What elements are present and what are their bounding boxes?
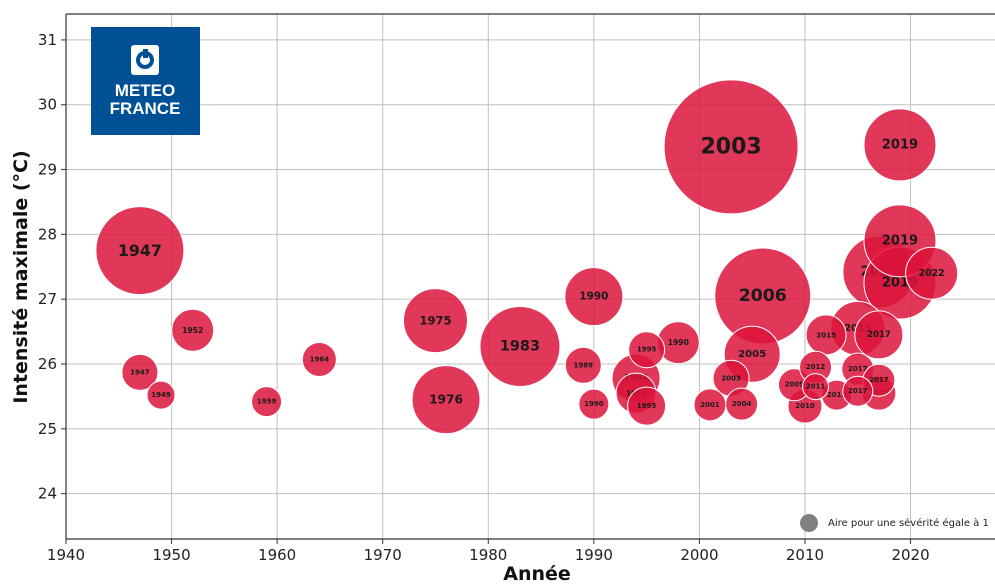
bubble-label-2005: 2005 [738, 349, 766, 360]
gridlines [65, 14, 995, 539]
bubble-2004 [725, 387, 759, 421]
x-tick-label: 1960 [258, 546, 296, 564]
bubble-label-2006: 2006 [739, 286, 787, 306]
bubble-label-2011: 2011 [806, 383, 826, 391]
bubble-label-2013: 2013 [827, 391, 847, 399]
bubble-2003 [663, 79, 799, 215]
bubble-label-2001: 2001 [700, 401, 720, 409]
bubble-label-2009: 2009 [785, 381, 805, 389]
bubble-1975 [402, 288, 468, 354]
bubble-1964 [301, 341, 337, 377]
bubble-1995 [627, 386, 667, 426]
x-tick-label: 1990 [575, 546, 613, 564]
bubble-label-2017: 2017 [848, 365, 868, 373]
y-tick-label: 25 [38, 420, 57, 438]
bubble-label-1990: 1990 [668, 338, 689, 347]
y-tick-label: 28 [38, 225, 57, 243]
bubble-1947 [121, 353, 159, 391]
x-tick-label: 2000 [680, 546, 718, 564]
bubble-label-1995: 1995 [637, 402, 657, 410]
y-tick-label: 24 [38, 485, 57, 503]
tick-labels: 1940 1950 1960 1970 1980 1990 2000 2010 2020 24 25… [38, 31, 930, 564]
x-axis-title: Année [503, 563, 571, 585]
bubble-label-2010: 2010 [795, 402, 815, 410]
bubble-label-1975: 1975 [419, 314, 451, 328]
bubble-label-2017: 2017 [869, 376, 889, 384]
y-axis-title: Intensité maximale (°C) [10, 150, 32, 403]
bubble-label-2019: 2019 [882, 137, 918, 152]
bubble-1989 [564, 346, 602, 384]
bubble-label-2003: 2003 [700, 134, 761, 159]
y-tick-label: 29 [38, 161, 57, 179]
bubble-1990 [578, 388, 610, 420]
bubble-label-1952: 1952 [182, 326, 203, 335]
bubble-label-2012: 2012 [806, 363, 826, 371]
bubble-1952 [171, 308, 215, 352]
bubble-1959 [251, 386, 283, 418]
meteo-france-logo: METEO FRANCE [91, 27, 200, 135]
bubble-2017 [842, 375, 874, 407]
x-tick-label: 1950 [152, 546, 190, 564]
logo-emblem-icon [131, 45, 159, 75]
bubble-1976 [411, 365, 481, 435]
bubble-label-1976: 1976 [429, 393, 463, 407]
x-tick-label: 2020 [891, 546, 929, 564]
bubble-2022 [905, 246, 959, 300]
y-tick-label: 30 [38, 96, 57, 114]
bubble-label-2017: 2017 [848, 387, 868, 395]
bubble-label-2019: 2019 [882, 233, 918, 248]
x-tick-label: 1940 [47, 546, 85, 564]
bubble-2019 [863, 108, 937, 182]
bubble-label-1947: 1947 [130, 368, 150, 376]
legend-marker [800, 514, 818, 532]
x-tick-label: 1970 [364, 546, 402, 564]
bubble-label-2017: 2017 [867, 330, 891, 340]
y-tick-label: 27 [38, 290, 57, 308]
bubble-label-1989: 1989 [574, 361, 594, 369]
bubble-label-1947: 1947 [118, 241, 162, 260]
logo-line1: METEO [115, 81, 175, 100]
y-tick-label: 26 [38, 355, 57, 373]
bubble-2017 [854, 310, 904, 360]
bubble-2011 [802, 373, 830, 401]
bubble-label-1983: 1983 [500, 339, 540, 355]
bubble-1990 [564, 267, 624, 327]
x-tick-label: 2010 [786, 546, 824, 564]
bubble-series: 2003200619471983201920192019201919761975… [95, 79, 959, 435]
bubble-label-2003: 2003 [721, 374, 741, 382]
bubble-label-2022: 2022 [919, 268, 945, 279]
bubble-label-1995: 1995 [637, 346, 657, 354]
bubble-1995 [628, 331, 666, 369]
bubble-label-1949: 1949 [151, 391, 171, 399]
axes-frame [65, 13, 995, 540]
bubble-label-1990: 1990 [579, 291, 608, 303]
bubble-label-2004: 2004 [732, 400, 752, 408]
legend: Aire pour une sévérité égale à 1 [800, 514, 989, 532]
bubble-label-2015: 2015 [816, 330, 836, 339]
y-tick-label: 31 [38, 31, 57, 49]
x-tick-label: 1980 [469, 546, 507, 564]
logo-line2: FRANCE [110, 99, 181, 118]
legend-text: Aire pour une sévérité égale à 1 [828, 517, 989, 529]
bubble-label-1959: 1959 [257, 398, 277, 406]
bubble-label-1964: 1964 [310, 355, 330, 363]
bubble-label-1990: 1990 [584, 400, 604, 408]
bubble-1949 [146, 380, 176, 410]
bubble-1947 [95, 206, 185, 296]
bubble-1983 [479, 306, 561, 387]
